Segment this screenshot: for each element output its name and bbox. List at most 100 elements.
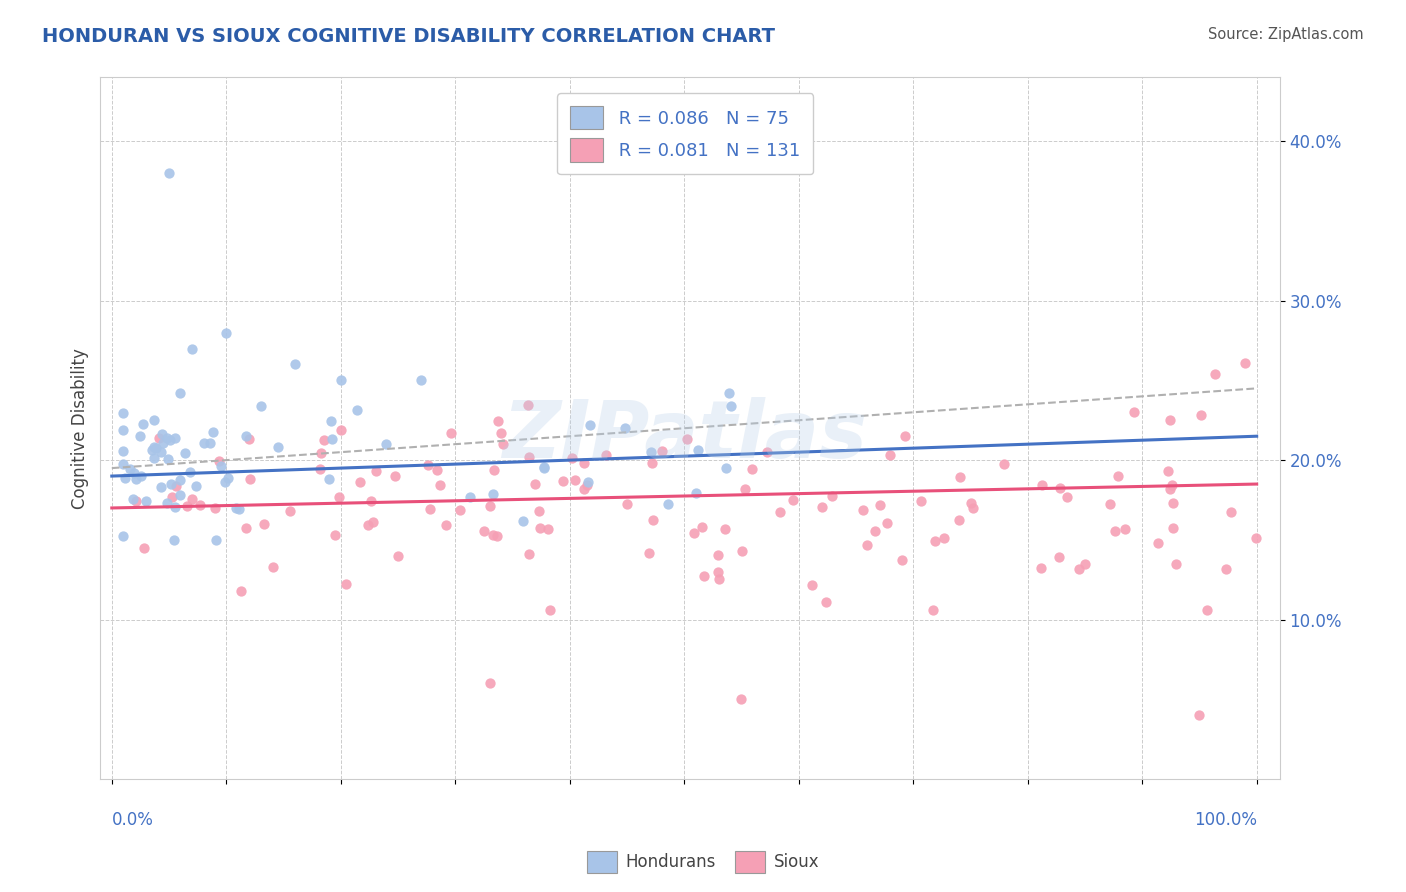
Point — [1114, 522, 1136, 536]
Point — [122, 467, 145, 481]
Point — [690, 520, 713, 534]
Point — [613, 420, 636, 434]
Point — [553, 475, 575, 489]
Point — [1031, 560, 1053, 574]
Point — [890, 553, 912, 567]
Point — [202, 425, 225, 440]
Point — [112, 405, 135, 419]
Point — [149, 445, 172, 459]
Point — [572, 482, 595, 496]
Point — [253, 517, 276, 532]
Point — [1244, 531, 1267, 545]
Point — [360, 494, 382, 508]
Point — [198, 436, 221, 450]
Point — [641, 513, 664, 527]
Point — [616, 497, 638, 511]
Point — [330, 423, 353, 437]
Point — [800, 577, 823, 591]
Point — [717, 386, 740, 401]
Point — [148, 431, 170, 445]
Point — [1098, 497, 1121, 511]
Point — [693, 569, 716, 583]
Point — [208, 454, 231, 468]
Y-axis label: Cognitive Disability: Cognitive Disability — [72, 348, 89, 508]
Point — [112, 529, 135, 543]
Point — [329, 373, 352, 387]
Point — [821, 490, 844, 504]
Point — [135, 494, 157, 508]
Point — [523, 477, 546, 491]
Point — [478, 676, 501, 690]
Point — [409, 373, 432, 387]
Point — [482, 528, 505, 542]
Point — [112, 423, 135, 437]
Point — [492, 437, 515, 451]
Point — [852, 502, 875, 516]
Point — [225, 501, 247, 516]
Point — [129, 429, 152, 443]
Point — [486, 414, 509, 428]
Point — [1104, 524, 1126, 539]
Point — [519, 547, 541, 561]
Point — [855, 539, 877, 553]
Point — [741, 462, 763, 476]
Point — [1049, 481, 1071, 495]
Point — [993, 457, 1015, 471]
Point — [217, 471, 239, 485]
Point — [460, 491, 482, 505]
Point — [1123, 405, 1146, 419]
Point — [165, 431, 187, 445]
Point — [145, 441, 167, 455]
Point — [229, 583, 252, 598]
Point — [576, 477, 599, 491]
Point — [1197, 603, 1219, 617]
Point — [179, 466, 201, 480]
Point — [1233, 356, 1256, 370]
Legend:  R = 0.086   N = 75,  R = 0.081   N = 131: R = 0.086 N = 75, R = 0.081 N = 131 — [558, 94, 813, 174]
Text: 0.0%: 0.0% — [112, 811, 153, 829]
Point — [1189, 408, 1212, 422]
Point — [426, 463, 449, 477]
Point — [121, 491, 143, 506]
Point — [335, 577, 357, 591]
Point — [419, 501, 441, 516]
Point — [769, 505, 792, 519]
Point — [1161, 496, 1184, 510]
Point — [364, 464, 387, 478]
Point — [1047, 550, 1070, 565]
Point — [922, 603, 945, 617]
Point — [1159, 412, 1181, 426]
Point — [149, 480, 172, 494]
Point — [782, 492, 804, 507]
Point — [143, 450, 166, 465]
Point — [1166, 558, 1188, 572]
Point — [706, 549, 728, 563]
Point — [143, 440, 166, 454]
Point — [683, 525, 706, 540]
Point — [863, 524, 886, 538]
Point — [238, 432, 260, 446]
Point — [894, 428, 917, 442]
Point — [156, 496, 179, 510]
Point — [125, 493, 148, 508]
Point — [640, 444, 662, 458]
Point — [180, 491, 202, 506]
Point — [576, 475, 599, 489]
Point — [157, 166, 180, 180]
Point — [440, 426, 463, 441]
Point — [731, 544, 754, 558]
Point — [1056, 490, 1078, 504]
Point — [328, 490, 350, 504]
Point — [756, 445, 779, 459]
Point — [688, 442, 710, 457]
Point — [204, 500, 226, 515]
Point — [184, 479, 207, 493]
Point — [962, 501, 984, 516]
Point — [118, 462, 141, 476]
Point — [517, 398, 540, 412]
Text: Source: ZipAtlas.com: Source: ZipAtlas.com — [1208, 27, 1364, 42]
Point — [714, 461, 737, 475]
Point — [239, 472, 262, 486]
Point — [165, 500, 187, 514]
Point — [346, 402, 368, 417]
